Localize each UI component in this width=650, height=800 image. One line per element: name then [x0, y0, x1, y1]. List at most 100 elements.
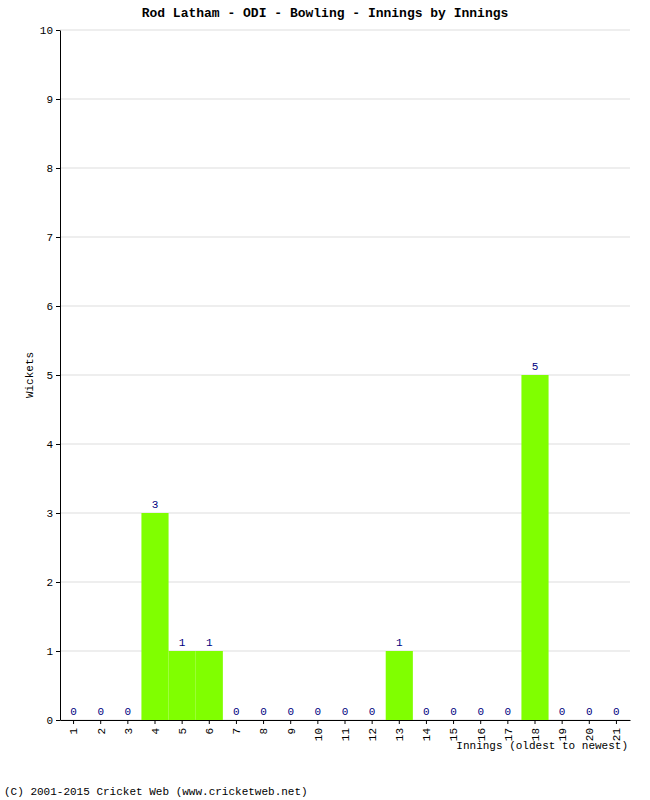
- tick-mark: [236, 720, 237, 724]
- grid-line: [60, 306, 630, 307]
- bar: [386, 651, 413, 720]
- title: Rod Latham - ODI - Bowling - Innings by …: [142, 6, 509, 21]
- data-label: 0: [559, 706, 566, 718]
- tick-label: 8: [46, 163, 53, 175]
- tick: 9: [46, 94, 60, 106]
- tick: 17: [503, 720, 515, 741]
- tick-label: 7: [231, 728, 243, 735]
- tick-label: 9: [46, 94, 53, 106]
- tick-label: 0: [46, 715, 53, 727]
- bar: [521, 375, 548, 720]
- tick-label: 6: [204, 728, 216, 735]
- bar: [250, 720, 277, 721]
- tick: 6: [46, 301, 60, 313]
- bar: [494, 720, 521, 721]
- tick-mark: [56, 306, 60, 307]
- tick: 2: [96, 720, 108, 735]
- tick-label: 7: [46, 232, 53, 244]
- tick-mark: [56, 582, 60, 583]
- tick-mark: [345, 720, 346, 724]
- grid-line: [60, 99, 630, 100]
- tick-mark: [209, 720, 210, 724]
- tick-mark: [399, 720, 400, 724]
- tick-mark: [317, 720, 318, 724]
- bar: [196, 651, 223, 720]
- tick-mark: [507, 720, 508, 724]
- tick: 7: [231, 720, 243, 735]
- tick-label: 4: [46, 439, 53, 451]
- tick: 21: [611, 720, 623, 741]
- tick-mark: [56, 513, 60, 514]
- tick-label: 2: [96, 728, 108, 735]
- tick-mark: [372, 720, 373, 724]
- tick-mark: [480, 720, 481, 724]
- bar: [304, 720, 331, 721]
- data-label: 0: [477, 706, 484, 718]
- tick-mark: [263, 720, 264, 724]
- bar: [331, 720, 358, 721]
- bar: [114, 720, 141, 721]
- bar: [223, 720, 250, 721]
- tick: 12: [367, 720, 379, 741]
- tick: 5: [46, 370, 60, 382]
- chart-container: 0123456789101234567891011121314151617181…: [0, 0, 650, 800]
- tick-mark: [56, 168, 60, 169]
- tick-mark: [155, 720, 156, 724]
- data-label: 0: [125, 706, 132, 718]
- data-label: 0: [70, 706, 77, 718]
- tick: 3: [123, 720, 135, 735]
- data-label: 0: [287, 706, 294, 718]
- data-label: 0: [613, 706, 620, 718]
- tick-label: 9: [286, 728, 298, 735]
- data-label: 0: [423, 706, 430, 718]
- bar: [440, 720, 467, 721]
- tick-mark: [56, 444, 60, 445]
- tick-label: 1: [46, 646, 53, 658]
- data-label: 0: [369, 706, 376, 718]
- tick-mark: [73, 720, 74, 724]
- data-label: 0: [260, 706, 267, 718]
- bar: [603, 720, 630, 721]
- bar: [576, 720, 603, 721]
- tick: 5: [177, 720, 189, 735]
- tick: 4: [150, 720, 162, 735]
- chart-svg: 0123456789101234567891011121314151617181…: [0, 0, 650, 800]
- tick-mark: [56, 237, 60, 238]
- tick: 20: [584, 720, 596, 741]
- data-label: 1: [179, 637, 186, 649]
- tick-label: 14: [421, 728, 433, 742]
- tick-label: 13: [394, 728, 406, 741]
- tick-mark: [56, 651, 60, 652]
- tick-mark: [56, 99, 60, 100]
- tick-mark: [56, 375, 60, 376]
- tick: 14: [421, 720, 433, 741]
- tick-mark: [56, 30, 60, 31]
- tick: 1: [68, 720, 80, 735]
- tick-mark: [100, 720, 101, 724]
- tick: 19: [557, 720, 569, 741]
- tick-label: 3: [123, 728, 135, 735]
- bar: [141, 513, 168, 720]
- bar: [413, 720, 440, 721]
- tick-label: 2: [46, 577, 53, 589]
- data-label: 1: [206, 637, 213, 649]
- y-axis-title: Wickets: [24, 352, 36, 398]
- tick-mark: [56, 720, 60, 721]
- tick: 4: [46, 439, 60, 451]
- data-label: 0: [586, 706, 593, 718]
- footer: (C) 2001-2015 Cricket Web (www.cricketwe…: [4, 786, 308, 798]
- grid-line: [60, 168, 630, 169]
- tick-label: 10: [313, 728, 325, 741]
- tick-label: 3: [46, 508, 53, 520]
- tick-label: 12: [367, 728, 379, 741]
- data-label: 0: [450, 706, 457, 718]
- data-label: 0: [342, 706, 349, 718]
- tick: 7: [46, 232, 60, 244]
- tick: 16: [476, 720, 488, 741]
- tick-mark: [127, 720, 128, 724]
- bar: [87, 720, 114, 721]
- tick-label: 5: [46, 370, 53, 382]
- tick-label: 11: [340, 728, 352, 742]
- data-label: 5: [532, 361, 539, 373]
- data-labels: 000311000000100005000: [70, 361, 619, 718]
